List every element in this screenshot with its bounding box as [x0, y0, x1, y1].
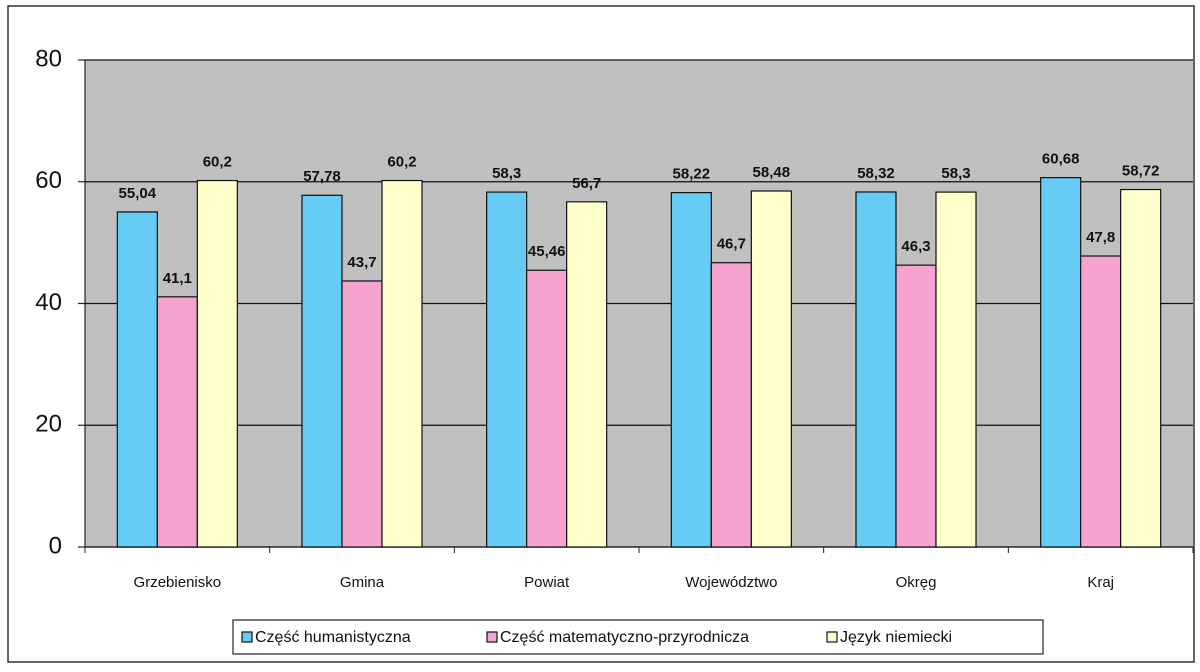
bar	[1040, 177, 1082, 548]
data-label: 58,22	[673, 166, 711, 183]
bar	[710, 262, 752, 548]
data-label: 58,3	[492, 165, 521, 182]
legend-swatch	[486, 631, 498, 643]
data-label: 41,1	[163, 270, 192, 287]
bar	[1120, 188, 1162, 548]
data-label: 56,7	[572, 175, 601, 192]
bar	[855, 191, 897, 548]
x-tick-label: Kraj	[1087, 574, 1114, 591]
x-tick-label: Okręg	[896, 574, 937, 591]
legend-label: Część matematyczno-przyrodnicza	[500, 629, 749, 646]
bar	[196, 179, 238, 548]
y-tick-label: 80	[35, 45, 62, 72]
bar	[935, 191, 977, 548]
data-label: 60,68	[1042, 151, 1080, 168]
bar	[486, 191, 528, 548]
data-label: 55,04	[119, 185, 157, 202]
legend-label: Język niemiecki	[840, 629, 952, 646]
data-label: 47,8	[1086, 229, 1115, 246]
data-label: 58,32	[857, 165, 895, 182]
x-tick-label: Gmina	[340, 574, 385, 591]
x-tick-label: Powiat	[524, 574, 570, 591]
bar	[670, 191, 712, 548]
y-tick-label: 20	[35, 411, 62, 438]
bar	[1080, 255, 1122, 548]
y-tick-label: 60	[35, 167, 62, 194]
data-label: 58,72	[1122, 163, 1160, 180]
bar	[566, 201, 608, 548]
data-label: 58,3	[941, 165, 970, 182]
bar	[341, 280, 383, 548]
bar	[526, 269, 568, 548]
data-label: 46,3	[901, 238, 930, 255]
x-tick-label: Grzebienisko	[134, 574, 222, 591]
legend-swatch	[826, 631, 838, 643]
data-label: 60,2	[387, 154, 416, 171]
legend-swatch	[241, 631, 253, 643]
bar	[750, 190, 792, 548]
data-label: 45,46	[528, 243, 566, 260]
y-tick-label: 0	[49, 532, 62, 559]
data-label: 60,2	[203, 154, 232, 171]
x-tick-label: Województwo	[685, 574, 777, 591]
data-label: 58,48	[753, 164, 791, 181]
legend-label: Część humanistyczna	[255, 629, 411, 646]
legend-box	[232, 619, 1044, 655]
data-label: 43,7	[347, 254, 376, 271]
bar	[895, 264, 937, 548]
y-tick-label: 40	[35, 289, 62, 316]
bar	[156, 296, 198, 548]
bar	[381, 179, 423, 548]
bar	[116, 211, 158, 548]
data-label: 46,7	[717, 236, 746, 253]
data-label: 57,78	[303, 168, 341, 185]
bar	[301, 194, 343, 548]
